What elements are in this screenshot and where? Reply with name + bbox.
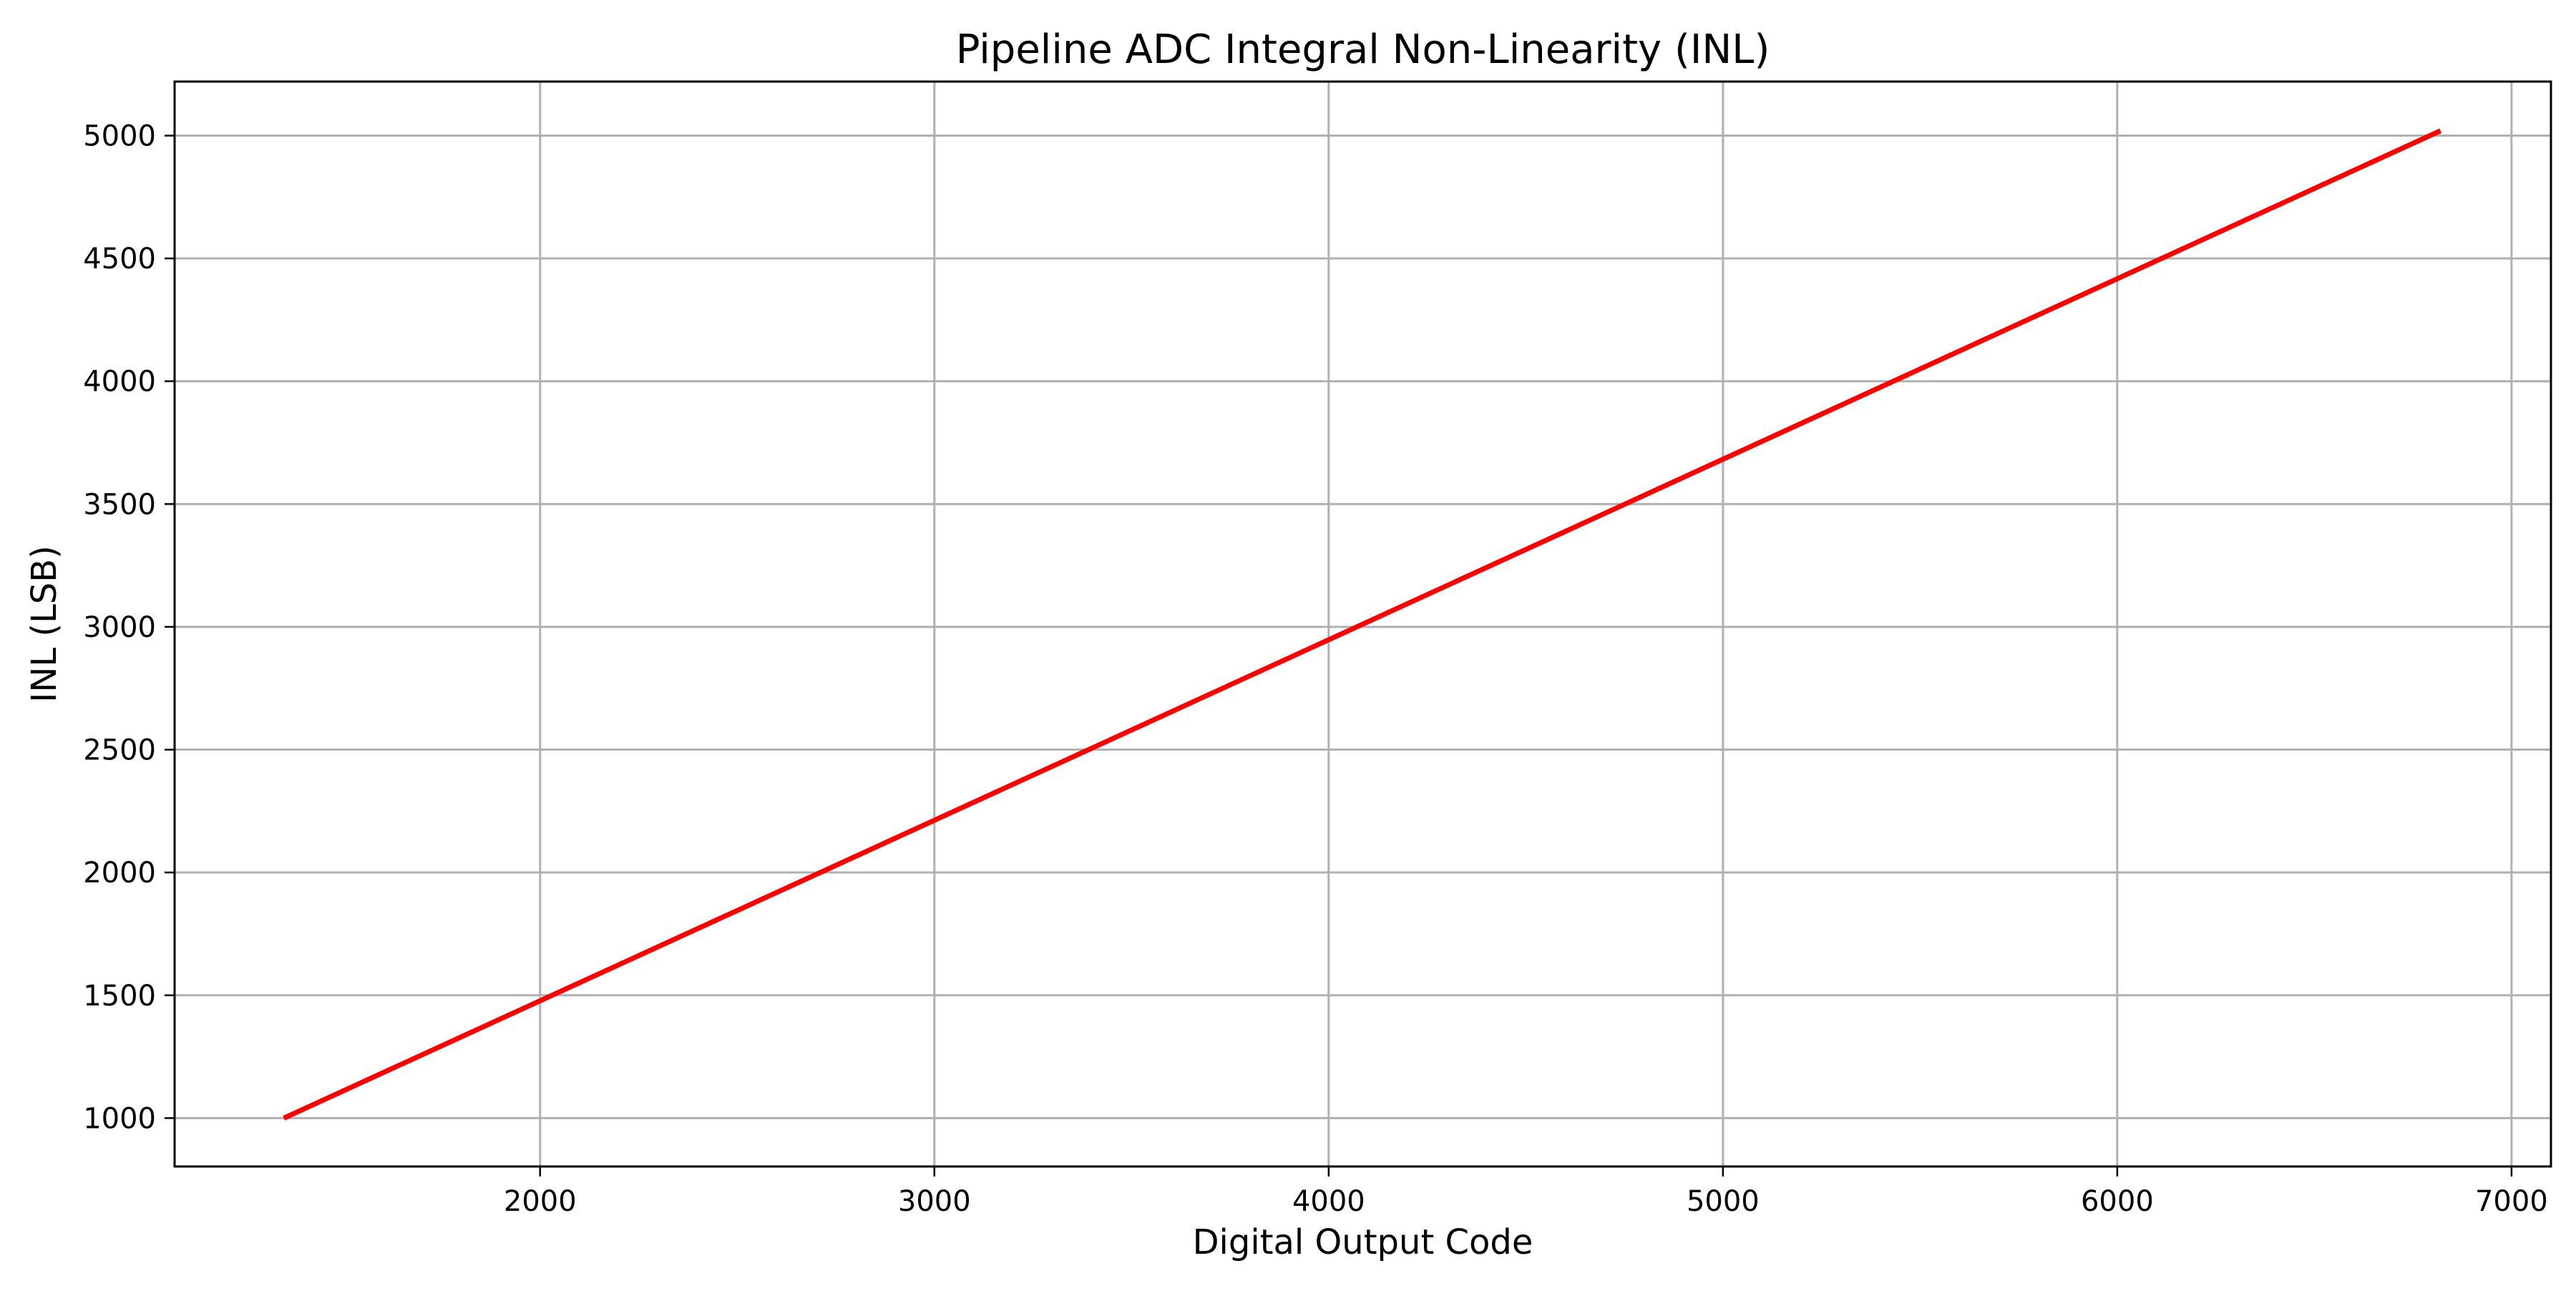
grid bbox=[175, 82, 2551, 1166]
ticks: 2000 3000 4000 5000 6000 7000 1000 1500 2000 2500… bbox=[83, 120, 2548, 1218]
x-tick-label: 2000 bbox=[504, 1185, 577, 1218]
x-tick-label: 5000 bbox=[1687, 1185, 1760, 1218]
y-tick-label: 2500 bbox=[83, 734, 156, 767]
y-axis-label: INL (LSB) bbox=[24, 545, 64, 703]
x-axis-label: Digital Output Code bbox=[1193, 1222, 1533, 1262]
y-tick-label: 3000 bbox=[83, 611, 156, 644]
chart-title: Pipeline ADC Integral Non-Linearity (INL… bbox=[956, 26, 1770, 73]
plot-area-frame bbox=[173, 80, 2552, 1168]
y-tick-label: 4500 bbox=[83, 243, 156, 276]
y-tick-label: 3500 bbox=[83, 488, 156, 521]
x-tick-label: 6000 bbox=[2081, 1185, 2154, 1218]
x-tick-label: 4000 bbox=[1292, 1185, 1365, 1218]
y-tick-label: 1500 bbox=[83, 980, 156, 1013]
x-tick-label: 7000 bbox=[2475, 1185, 2548, 1218]
y-tick-label: 5000 bbox=[83, 120, 156, 153]
y-tick-label: 1000 bbox=[83, 1102, 156, 1135]
inl-series-line bbox=[283, 128, 2442, 1121]
y-tick-label: 2000 bbox=[83, 857, 156, 890]
y-tick-label: 4000 bbox=[83, 366, 156, 399]
series-layer bbox=[283, 128, 2442, 1121]
x-tick-label: 3000 bbox=[898, 1185, 971, 1218]
